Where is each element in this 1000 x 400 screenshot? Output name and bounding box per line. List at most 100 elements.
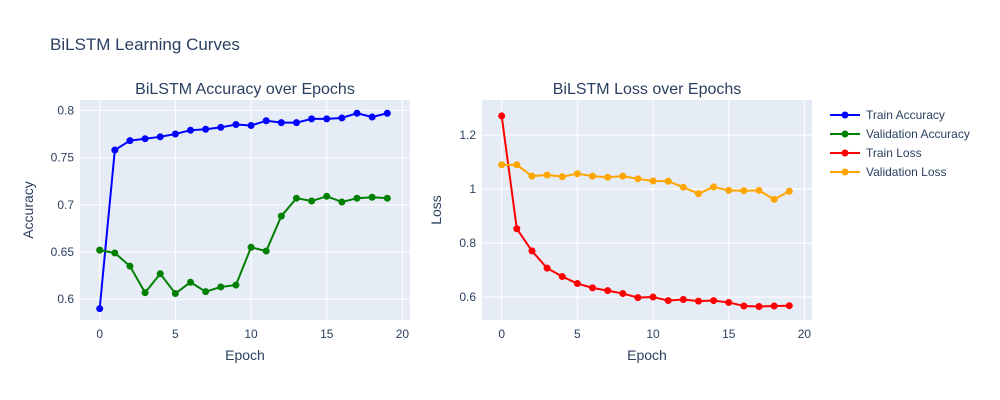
train-loss-point[interactable]	[528, 247, 536, 255]
train-loss-point[interactable]	[710, 297, 718, 305]
validation-accuracy-point[interactable]	[353, 194, 361, 202]
legend-item-validation-loss[interactable]: Validation Loss	[830, 165, 947, 179]
train-loss-point[interactable]	[634, 294, 642, 302]
validation-loss-point[interactable]	[664, 177, 672, 185]
train-loss-point[interactable]	[725, 298, 733, 306]
train-accuracy-point[interactable]	[292, 119, 300, 127]
loss-x-axis-label: Epoch	[627, 347, 667, 363]
validation-loss-point[interactable]	[770, 195, 778, 203]
validation-loss-point[interactable]	[619, 172, 627, 180]
legend: Train Accuracy Validation Accuracy Train…	[830, 108, 970, 179]
accuracy-y-axis-label: Accuracy	[20, 181, 36, 239]
train-accuracy-point[interactable]	[323, 115, 331, 123]
validation-accuracy-point[interactable]	[217, 283, 225, 291]
train-accuracy-point[interactable]	[171, 130, 179, 138]
validation-loss-point[interactable]	[785, 187, 793, 195]
train-loss-point[interactable]	[558, 273, 566, 281]
loss-y-tick-label: 0.8	[459, 236, 476, 250]
validation-loss-point[interactable]	[740, 187, 748, 195]
validation-loss-point[interactable]	[513, 161, 521, 169]
validation-accuracy-point[interactable]	[141, 289, 149, 297]
validation-accuracy-point[interactable]	[111, 249, 119, 257]
loss-y-axis-label: Loss	[428, 195, 444, 225]
train-loss-point[interactable]	[513, 225, 521, 233]
accuracy-x-tick-label: 5	[172, 327, 179, 341]
validation-accuracy-point[interactable]	[232, 281, 240, 289]
validation-accuracy-point[interactable]	[156, 270, 164, 278]
train-loss-point[interactable]	[543, 264, 551, 272]
validation-loss-point[interactable]	[649, 177, 657, 185]
validation-loss-point[interactable]	[755, 186, 763, 194]
validation-accuracy-point[interactable]	[171, 290, 179, 298]
validation-loss-point[interactable]	[725, 186, 733, 194]
validation-accuracy-point[interactable]	[277, 212, 285, 220]
legend-label: Validation Accuracy	[866, 127, 970, 141]
validation-accuracy-point[interactable]	[323, 192, 331, 200]
validation-loss-point[interactable]	[634, 175, 642, 183]
validation-accuracy-point[interactable]	[126, 262, 134, 270]
validation-loss-point[interactable]	[528, 172, 536, 180]
train-accuracy-point[interactable]	[217, 123, 225, 131]
train-loss-point[interactable]	[785, 302, 793, 310]
train-accuracy-point[interactable]	[277, 119, 285, 127]
train-accuracy-point[interactable]	[141, 135, 149, 143]
train-loss-point[interactable]	[770, 302, 778, 310]
validation-loss-point[interactable]	[558, 173, 566, 181]
train-accuracy-point[interactable]	[126, 137, 134, 145]
train-accuracy-point[interactable]	[308, 115, 316, 123]
validation-loss-point[interactable]	[498, 161, 506, 169]
validation-accuracy-point[interactable]	[308, 197, 316, 205]
validation-loss-point[interactable]	[710, 183, 718, 191]
train-accuracy-point[interactable]	[353, 109, 361, 117]
legend-swatch-marker	[841, 168, 849, 176]
validation-loss-point[interactable]	[694, 190, 702, 198]
legend-label: Validation Loss	[866, 165, 947, 179]
train-loss-point[interactable]	[498, 112, 506, 120]
train-accuracy-point[interactable]	[187, 126, 195, 134]
train-loss-point[interactable]	[664, 297, 672, 305]
train-loss-point[interactable]	[619, 290, 627, 298]
train-accuracy-point[interactable]	[247, 121, 255, 129]
validation-loss-point[interactable]	[543, 171, 551, 179]
legend-item-train-accuracy[interactable]: Train Accuracy	[830, 108, 945, 122]
train-accuracy-point[interactable]	[96, 305, 104, 313]
validation-accuracy-point[interactable]	[187, 278, 195, 286]
train-accuracy-point[interactable]	[383, 109, 391, 117]
train-loss-point[interactable]	[755, 303, 763, 311]
validation-accuracy-point[interactable]	[262, 247, 270, 255]
validation-loss-point[interactable]	[589, 172, 597, 180]
accuracy-x-axis-label: Epoch	[225, 347, 265, 363]
train-loss-point[interactable]	[694, 297, 702, 305]
validation-accuracy-point[interactable]	[292, 194, 300, 202]
accuracy-y-tick-label: 0.75	[51, 151, 75, 165]
accuracy-series	[96, 109, 391, 313]
validation-accuracy-point[interactable]	[368, 193, 376, 201]
validation-accuracy-point[interactable]	[338, 198, 346, 206]
train-loss-point[interactable]	[589, 284, 597, 292]
legend-label: Train Accuracy	[866, 108, 945, 122]
train-loss-point[interactable]	[649, 293, 657, 301]
train-accuracy-point[interactable]	[262, 117, 270, 125]
validation-loss-point[interactable]	[573, 170, 581, 178]
train-accuracy-point[interactable]	[232, 121, 240, 129]
validation-accuracy-point[interactable]	[96, 246, 104, 254]
train-loss-point[interactable]	[679, 295, 687, 303]
validation-loss-point[interactable]	[604, 173, 612, 181]
validation-accuracy-point[interactable]	[202, 288, 210, 296]
accuracy-y-tick-label: 0.8	[57, 103, 74, 117]
train-accuracy-point[interactable]	[202, 125, 210, 133]
train-accuracy-point[interactable]	[156, 133, 164, 141]
legend-item-validation-accuracy[interactable]: Validation Accuracy	[830, 127, 970, 141]
loss-chart: 0 5 10 15 20 0.6 0.8 1 1.2 BiLSTM Loss over Epoc…	[428, 81, 812, 363]
validation-accuracy-point[interactable]	[247, 243, 255, 251]
train-accuracy-point[interactable]	[111, 146, 119, 154]
train-loss-point[interactable]	[604, 287, 612, 295]
loss-ticks: 0 5 10 15 20 0.6 0.8 1 1.2	[459, 128, 811, 341]
train-loss-point[interactable]	[573, 280, 581, 288]
legend-item-train-loss[interactable]: Train Loss	[830, 146, 922, 160]
train-loss-point[interactable]	[740, 302, 748, 310]
train-accuracy-point[interactable]	[368, 113, 376, 121]
train-accuracy-point[interactable]	[338, 114, 346, 122]
validation-loss-point[interactable]	[679, 183, 687, 191]
validation-accuracy-point[interactable]	[383, 194, 391, 202]
